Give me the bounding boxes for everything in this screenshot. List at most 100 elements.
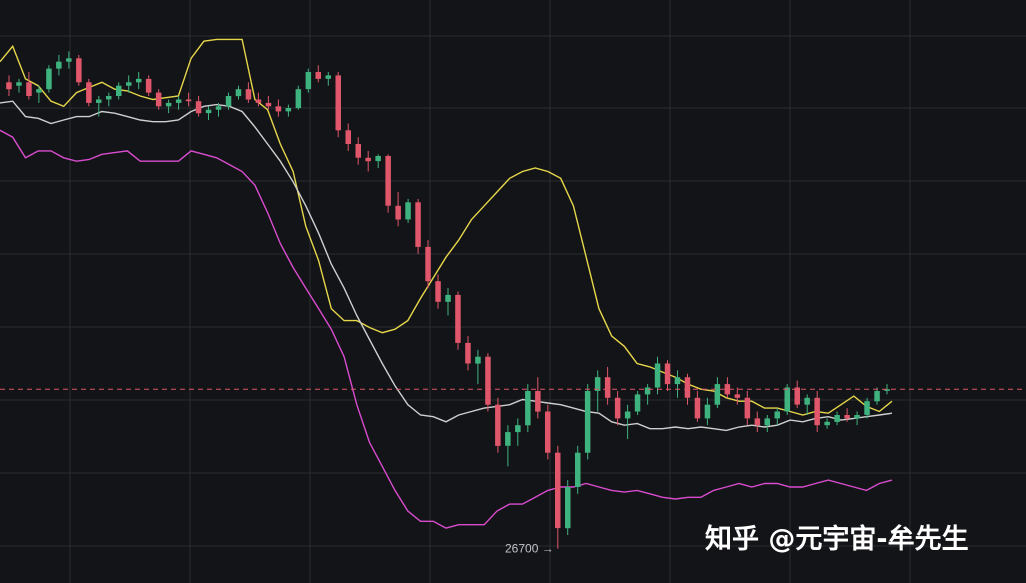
- candle-up: [565, 487, 571, 529]
- candle-down: [794, 387, 800, 405]
- annotations: 26700 →: [505, 542, 554, 556]
- candle-up: [784, 387, 790, 412]
- candle-down: [495, 404, 501, 446]
- candle-up: [375, 156, 381, 162]
- candle-down: [345, 130, 351, 144]
- candle-down: [684, 377, 691, 398]
- candle-up: [874, 391, 880, 402]
- candle-up: [405, 202, 411, 220]
- candle-up: [674, 377, 681, 385]
- candle-up: [515, 425, 521, 433]
- bollinger-bands: [0, 38, 893, 529]
- candle-down: [754, 418, 761, 426]
- candle-down: [6, 82, 12, 90]
- candle-up: [884, 389, 890, 391]
- candle-up: [56, 61, 62, 69]
- candle-up: [235, 89, 242, 97]
- candle-up: [824, 421, 830, 426]
- candle-up: [654, 363, 661, 388]
- candle-down: [614, 397, 621, 419]
- candle-down: [844, 415, 850, 419]
- candle-down: [555, 452, 561, 529]
- candle-down: [26, 82, 32, 96]
- candle-down: [604, 377, 611, 398]
- candle-down: [255, 99, 262, 103]
- candle-up: [66, 58, 72, 62]
- lower-band-line: [0, 129, 893, 529]
- candle-up: [575, 452, 581, 487]
- candle-down: [195, 101, 202, 114]
- candle-up: [774, 411, 780, 419]
- candle-down: [245, 89, 252, 100]
- candle-up: [205, 109, 212, 114]
- candle-up: [594, 377, 601, 391]
- candle-up: [36, 89, 42, 93]
- candle-down: [365, 157, 371, 162]
- candle-down: [76, 58, 82, 83]
- candle-up: [305, 72, 312, 90]
- candle-up: [295, 89, 302, 109]
- candle-up: [764, 418, 770, 426]
- candle-up: [116, 85, 122, 96]
- candle-down: [145, 78, 152, 93]
- candle-down: [395, 205, 401, 220]
- candle-down: [415, 202, 421, 247]
- candle-up: [165, 102, 172, 107]
- candle-up: [704, 404, 711, 419]
- candle-down: [744, 397, 751, 419]
- candle-up: [16, 82, 22, 86]
- candle-up: [714, 384, 721, 405]
- candle-up: [285, 108, 292, 112]
- candle-up: [325, 75, 331, 79]
- candle-up: [864, 401, 870, 415]
- candle-down: [385, 156, 391, 206]
- candle-down: [355, 144, 361, 158]
- candle-up: [644, 387, 651, 395]
- candle-down: [485, 356, 491, 405]
- candle-down: [86, 82, 92, 103]
- candle-down: [694, 397, 701, 419]
- candle-up: [445, 294, 451, 302]
- middle-band-line: [0, 100, 893, 432]
- candle-down: [185, 99, 192, 102]
- candle-down: [315, 72, 321, 79]
- candle-up: [225, 96, 232, 107]
- candle-up: [804, 397, 810, 405]
- watermark: 知乎 @元宇宙-牟先生: [705, 523, 969, 555]
- candles: [6, 51, 890, 549]
- candle-down: [664, 363, 671, 385]
- candle-up: [475, 356, 481, 364]
- candle-up: [854, 415, 860, 419]
- candle-up: [215, 106, 222, 110]
- candle-up: [634, 394, 641, 412]
- candle-up: [96, 99, 102, 103]
- candle-down: [275, 106, 282, 112]
- candle-down: [455, 294, 461, 343]
- candle-up: [175, 99, 182, 103]
- candle-up: [584, 391, 591, 453]
- candle-down: [155, 92, 162, 107]
- candle-down: [335, 75, 341, 131]
- candle-up: [624, 411, 631, 419]
- candle-down: [734, 394, 741, 398]
- candle-up: [126, 82, 132, 86]
- candle-down: [814, 397, 820, 426]
- candle-up: [525, 391, 531, 426]
- candle-down: [724, 384, 731, 395]
- candle-down: [265, 102, 272, 107]
- candle-down: [425, 246, 431, 282]
- candle-up: [834, 415, 840, 422]
- candle-up: [505, 432, 511, 446]
- candle-up: [106, 96, 112, 100]
- candle-up: [136, 78, 142, 83]
- candle-down: [465, 342, 471, 364]
- upper-band-line: [0, 38, 893, 416]
- candle-down: [435, 281, 441, 302]
- low-price-annotation: 26700 →: [505, 542, 554, 556]
- candle-up: [46, 68, 52, 90]
- candle-down: [535, 391, 541, 412]
- candle-down: [545, 411, 551, 453]
